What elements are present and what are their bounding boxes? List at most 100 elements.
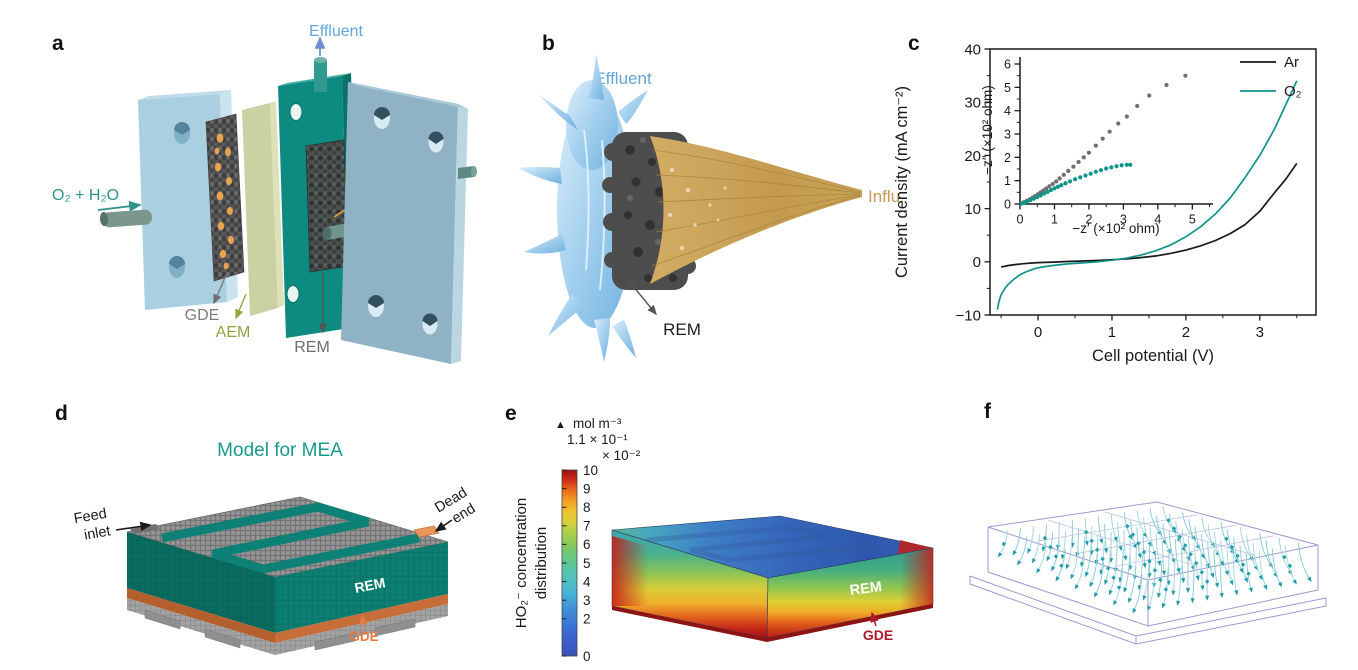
influent-funnel xyxy=(650,136,862,284)
panel-a-letter: a xyxy=(52,32,64,55)
flow-marker xyxy=(1229,544,1235,550)
panel-a: a O₂ + H₂O xyxy=(30,20,500,380)
flow-marker xyxy=(1048,544,1053,550)
flow-marker xyxy=(1224,536,1229,541)
flow-cone xyxy=(1190,598,1195,604)
flow-cone xyxy=(1084,540,1089,546)
data-point-O₂ xyxy=(1109,165,1114,170)
flow-cone xyxy=(1248,587,1253,593)
colorbar-ticks: 10 9 8 7 6 5 4 3 2 0 xyxy=(562,463,598,664)
data-point-O₂ xyxy=(1055,184,1061,189)
streamline xyxy=(1181,547,1184,581)
streamline xyxy=(1094,561,1105,596)
data-point-O₂ xyxy=(1024,199,1029,204)
streamline xyxy=(1297,542,1311,581)
data-point-Ar xyxy=(1116,121,1121,126)
flow-cone xyxy=(1147,605,1152,611)
flow-marker xyxy=(1152,568,1158,573)
data-point-O₂ xyxy=(1078,175,1083,180)
data-point-O₂ xyxy=(1088,171,1093,176)
legend: Ar O₂ xyxy=(1240,54,1302,100)
flow-marker xyxy=(1042,535,1048,541)
mea-block xyxy=(126,496,449,655)
data-point-O₂ xyxy=(1128,162,1133,167)
flow-marker xyxy=(1001,541,1007,547)
y-tick-label: −10 xyxy=(956,307,981,324)
streamline xyxy=(1258,550,1267,588)
flow-cone xyxy=(1224,570,1229,576)
streamline xyxy=(1143,562,1150,599)
flow-cone xyxy=(1113,536,1118,542)
gde-electrode xyxy=(205,113,245,282)
flow-cone xyxy=(1017,560,1022,566)
flow-marker xyxy=(1287,563,1293,569)
legend-label-Ar: Ar xyxy=(1284,54,1299,71)
flow-cone xyxy=(1181,577,1186,584)
flow-cone xyxy=(1176,600,1181,606)
y-tick-label: 1 xyxy=(1004,174,1011,188)
flow-cone xyxy=(1123,587,1128,593)
data-point-Ar xyxy=(1050,181,1055,187)
panel-c: c 0 1 2 3 −10 0 10 20 30 40 0 1 2 3 4 5 0 1 2 3 4 5 6 Cell po… xyxy=(890,20,1358,385)
streamline xyxy=(1104,524,1107,551)
data-point-Ar xyxy=(1057,176,1062,181)
flow-cone xyxy=(1142,563,1147,569)
streamline xyxy=(1066,538,1073,568)
frame-hole xyxy=(286,285,300,303)
flow-marker xyxy=(1147,559,1152,564)
flow-cone xyxy=(1200,553,1205,559)
streamline xyxy=(1128,565,1137,601)
wireframe-box xyxy=(969,501,1327,645)
y-tick-label: 6 xyxy=(1004,58,1011,72)
effluent-label: Effluent xyxy=(309,23,364,40)
data-point-Ar xyxy=(1061,172,1066,177)
rem-electrode xyxy=(305,139,349,273)
panel-b-illustration: b Effluent xyxy=(518,32,924,362)
streamline-plot: f xyxy=(969,400,1327,645)
rem-pointer xyxy=(627,279,657,316)
streamline xyxy=(1174,538,1180,572)
inlet-tube xyxy=(99,209,153,228)
streamline xyxy=(1192,563,1195,601)
y-tick-label: 20 xyxy=(964,148,981,165)
colorbar-tick-label: 2 xyxy=(583,612,591,627)
side-stub xyxy=(458,166,474,179)
aem-label: AEM xyxy=(216,324,251,341)
flow-cone xyxy=(1200,585,1205,591)
colorbar-multiplier: × 10⁻² xyxy=(602,448,641,463)
flow-cone xyxy=(1027,548,1032,554)
colorbar-tick-label: 0 xyxy=(583,649,591,664)
flow-cone xyxy=(1074,584,1080,590)
streamline xyxy=(1252,542,1262,579)
flow-cone xyxy=(1085,571,1089,578)
data-point-Ar xyxy=(1054,179,1059,184)
flow-cone xyxy=(1161,603,1166,609)
x-tick-label: 1 xyxy=(1051,213,1058,227)
red-zone-right xyxy=(900,548,933,612)
colorbar-max-marker: ▲ xyxy=(555,419,566,431)
gde-pointer xyxy=(213,274,227,305)
rem-label: REM xyxy=(353,574,387,596)
flow-marker xyxy=(1171,526,1177,531)
splash-streaks xyxy=(583,129,606,291)
flow-cone xyxy=(1012,550,1017,556)
data-point-O₂ xyxy=(1083,173,1088,178)
flow-marker xyxy=(1105,566,1111,571)
lsv-eis-chart: c 0 1 2 3 −10 0 10 20 30 40 0 1 2 3 4 5 0 1 2 3 4 5 6 Cell po… xyxy=(893,32,1317,365)
flow-cone xyxy=(1113,600,1118,606)
colorbar-tick-label: 8 xyxy=(583,500,591,515)
data-point-O₂ xyxy=(1038,193,1043,198)
streamline xyxy=(1213,550,1218,586)
x-tick-label: 1 xyxy=(1108,324,1116,341)
x-tick-label: 3 xyxy=(1256,324,1264,341)
y-tick-label: 0 xyxy=(1004,198,1011,212)
streamline xyxy=(1133,574,1143,612)
plot-frame xyxy=(1019,57,1213,205)
y-tick-label: 4 xyxy=(1004,104,1011,118)
data-point-Ar xyxy=(1135,103,1140,109)
data-point-O₂ xyxy=(1098,168,1104,173)
rem-label: REM xyxy=(849,579,883,599)
flow-marker xyxy=(1158,577,1163,583)
plot-frame xyxy=(989,48,1317,316)
colorbar-max-value: 1.1 × 10⁻¹ xyxy=(567,432,628,447)
